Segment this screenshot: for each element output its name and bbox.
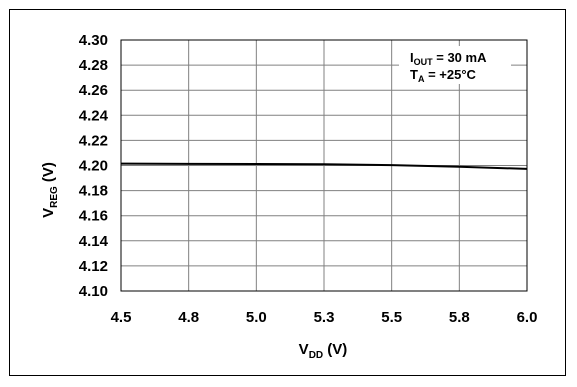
- x-axis-title: VDD (V): [299, 341, 348, 361]
- x-tick-label: 5.3: [314, 309, 335, 326]
- y-tick-label: 4.20: [79, 158, 108, 175]
- y-tick-labels: 4.30 4.28 4.26 4.24 4.22 4.20 4.18 4.16 4.14 4.12…: [79, 32, 109, 300]
- x-tick-label: 4.8: [178, 309, 199, 326]
- y-axis-title: VREG (V): [40, 162, 60, 218]
- y-tick-label: 4.14: [79, 233, 109, 250]
- y-tick-label: 4.12: [79, 258, 108, 275]
- annotation-box: IOUT = 30 mA TA = +25°C: [399, 46, 511, 84]
- y-tick-label: 4.22: [79, 132, 108, 149]
- x-tick-label: 5.8: [449, 309, 470, 326]
- plot-area: [120, 39, 528, 292]
- x-tick-labels: 4.5 4.8 5.0 5.3 5.5 5.8 6.0: [111, 309, 538, 326]
- y-tick-label: 4.24: [79, 107, 109, 124]
- x-tick-label: 5.5: [381, 309, 402, 326]
- series-group: [120, 162, 528, 170]
- y-tick-label: 4.16: [79, 208, 108, 225]
- y-tick-label: 4.28: [79, 57, 108, 74]
- y-tick-label: 4.30: [79, 32, 108, 49]
- y-tick-label: 4.18: [79, 183, 108, 200]
- x-tick-label: 5.0: [246, 309, 267, 326]
- y-tick-label: 4.10: [79, 283, 108, 300]
- annotation-iout: IOUT = 30 mA: [410, 50, 487, 67]
- series-line: [120, 162, 528, 170]
- x-tick-label: 6.0: [517, 309, 538, 326]
- y-tick-label: 4.26: [79, 82, 108, 99]
- x-tick-label: 4.5: [111, 309, 132, 326]
- annotation-ta: TA = +25°C: [410, 67, 477, 84]
